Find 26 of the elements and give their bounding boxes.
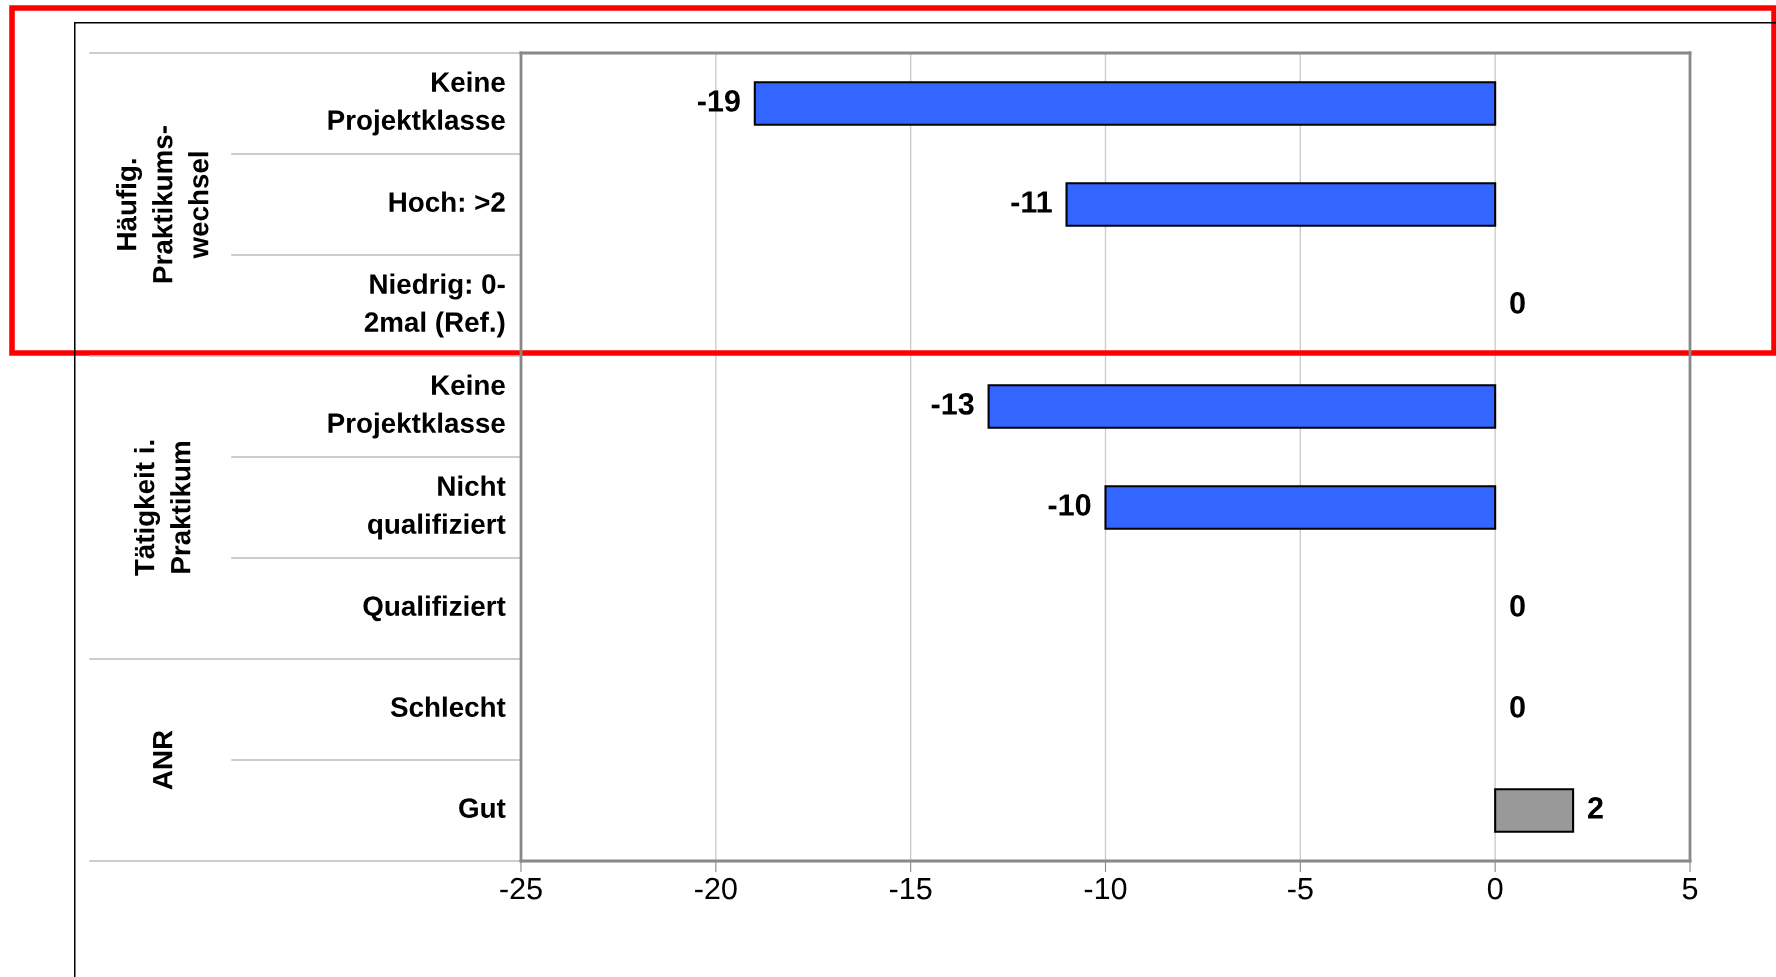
- data-label: 0: [1510, 696, 1525, 718]
- y-tick-label: Keine Projektklasse: [328, 374, 505, 439]
- y-tick-label: Niedrig: 0- 2mal (Ref.): [364, 273, 505, 338]
- data-label: -13: [931, 393, 974, 415]
- data-label: 0: [1510, 292, 1525, 314]
- data-label: 2: [1588, 797, 1603, 819]
- text: ANR: [153, 730, 173, 790]
- x-tick-label: -5: [1288, 878, 1313, 900]
- x-tick-label: 0: [1487, 877, 1503, 900]
- data-label: 0: [1510, 595, 1525, 617]
- text: Tätigkeit i. Praktikum: [134, 440, 191, 576]
- y-tick-label: Hoch: >2: [389, 191, 505, 212]
- data-label: -10: [1048, 494, 1091, 516]
- text: Häufig. Praktikums- wechsel: [116, 126, 209, 283]
- x-tick-label: -10: [1084, 877, 1127, 900]
- y-tick-label: Keine Projektklasse: [328, 71, 505, 136]
- y-tick-label: Qualifiziert: [363, 595, 506, 622]
- x-tick-label: -25: [500, 877, 542, 900]
- data-label: -11: [1011, 191, 1052, 213]
- y-tick-label: Schlecht: [390, 696, 506, 717]
- data-label: -19: [697, 90, 740, 112]
- y-tick-label: Nicht qualifiziert: [368, 475, 506, 540]
- x-tick-label: -20: [695, 877, 737, 900]
- x-tick-label: -15: [889, 878, 932, 900]
- x-tick-label: 5: [1682, 878, 1698, 900]
- y-tick-label: Gut: [459, 798, 506, 818]
